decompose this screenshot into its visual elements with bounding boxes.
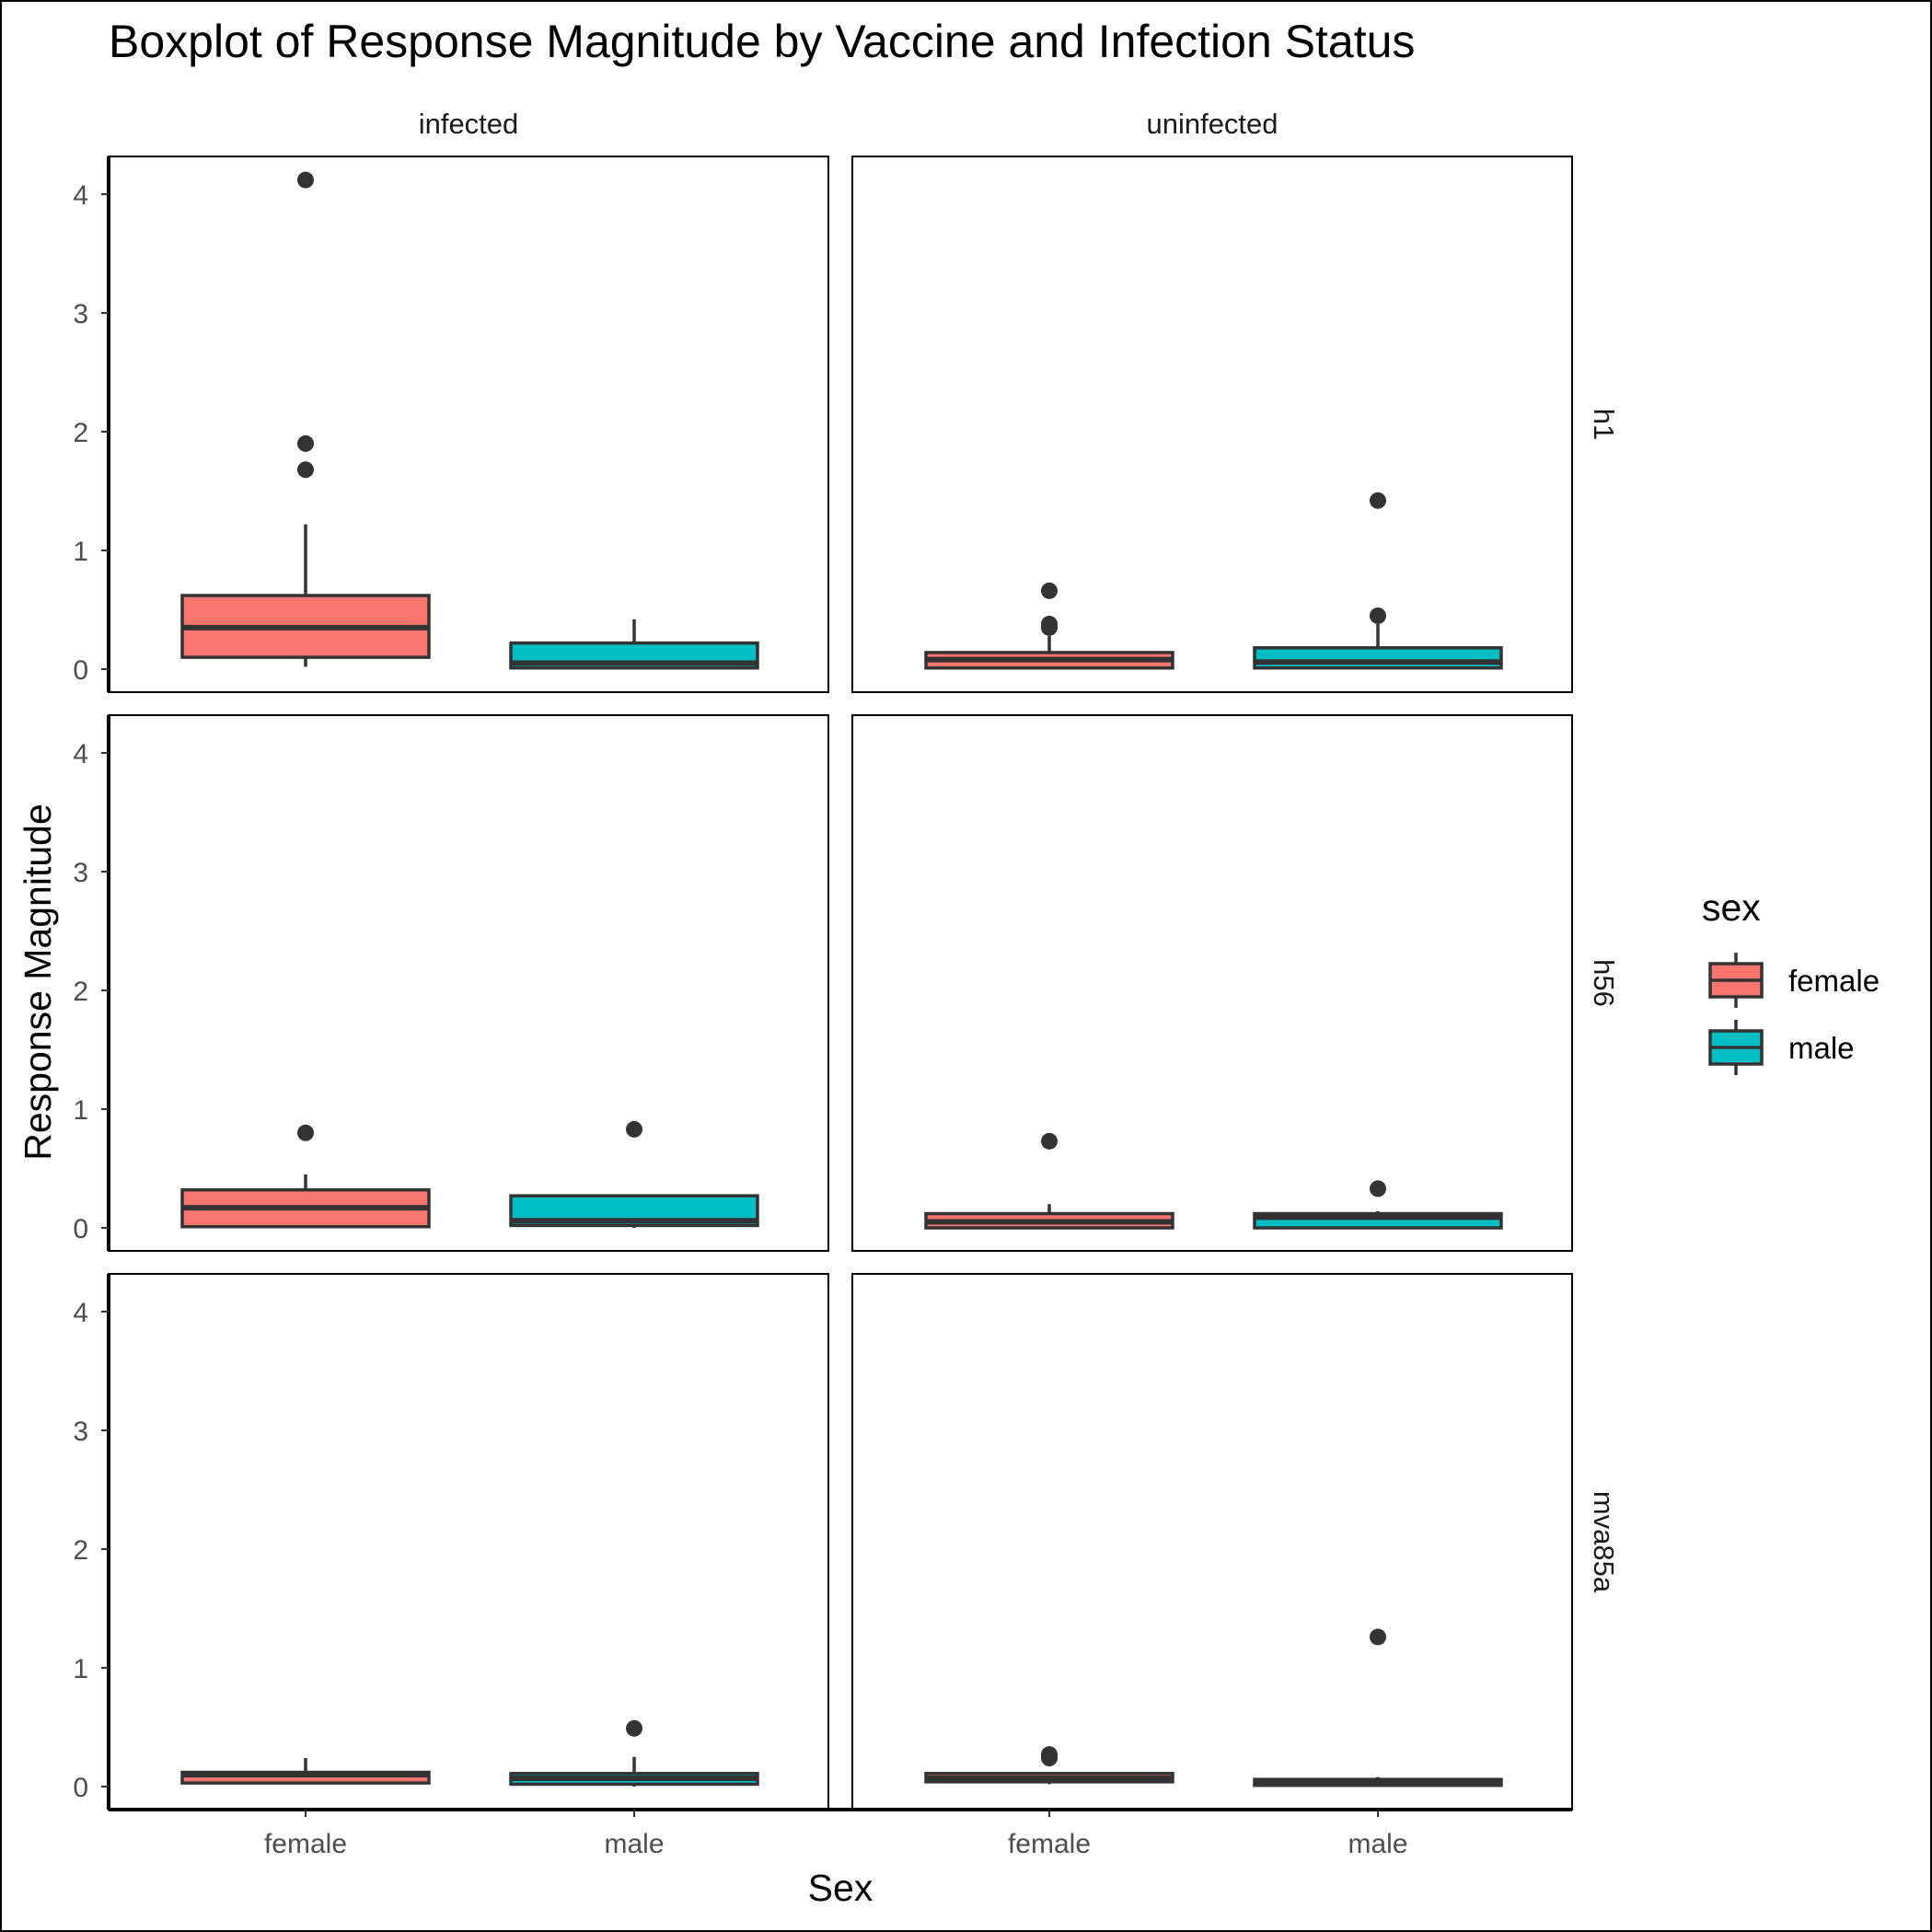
boxplot-h1-uninfected-female	[924, 582, 1174, 670]
outlier-point	[297, 461, 314, 479]
strip-label-infected: infected	[419, 108, 519, 140]
outlier-point	[1370, 492, 1386, 509]
outlier-point	[297, 1124, 314, 1141]
boxplot-h56-infected-female	[180, 1124, 431, 1229]
box-iqr	[1253, 646, 1503, 670]
outlier-point	[1370, 607, 1386, 624]
boxplot-h1-uninfected-male	[1253, 492, 1503, 670]
boxplot-h56-uninfected-female	[924, 1132, 1174, 1230]
y-tick-label: 4	[73, 180, 88, 211]
boxplot-mva85a-uninfected-female	[924, 1746, 1174, 1785]
x-tick-label-female: female	[1008, 1829, 1091, 1859]
legend: sex female male	[1702, 886, 1880, 1075]
y-tick-label: 2	[73, 1535, 88, 1566]
y-tick-label: 0	[73, 1214, 88, 1244]
boxplot-mva85a-infected-male	[509, 1719, 759, 1787]
y-tick-label: 2	[73, 418, 88, 448]
legend-label-male: male	[1788, 1031, 1855, 1065]
strip-label-h56: h56	[1588, 959, 1620, 1007]
boxplot-h1-infected-female	[180, 171, 431, 667]
outlier-point	[1041, 582, 1058, 599]
boxplot-h56-uninfected-male	[1253, 1180, 1503, 1230]
outlier-point	[1041, 615, 1058, 632]
panel-frame-h56-uninfected	[851, 714, 1573, 1252]
strip-label-uninfected: uninfected	[1146, 108, 1278, 140]
y-tick-label: 4	[73, 1298, 88, 1328]
chart-title: Boxplot of Response Magnitude by Vaccine…	[109, 16, 1415, 67]
outlier-point	[626, 1120, 642, 1138]
y-tick-label: 1	[73, 1095, 88, 1126]
x-tick-label-female: female	[264, 1829, 347, 1859]
y-tick-label: 3	[73, 858, 88, 888]
legend-entry-male: male	[1708, 1020, 1855, 1075]
x-tick-label-male: male	[604, 1829, 664, 1859]
outlier-point	[1041, 1132, 1058, 1150]
outlier-point	[1370, 1180, 1386, 1197]
outlier-point	[297, 434, 314, 452]
x-tick-label-male: male	[1348, 1829, 1407, 1859]
strip-label-mva85a: mva85a	[1588, 1491, 1620, 1593]
legend-label-female: female	[1788, 964, 1880, 998]
y-axis-title: Response Magnitude	[17, 804, 59, 1160]
panels-layer: infected uninfected h1 h56 mva85a 0 1 2 3 4 0 1 2 3 4 0…	[73, 108, 1620, 1859]
boxplot-mva85a-uninfected-male	[1253, 1628, 1503, 1787]
boxplot-h1-infected-male	[509, 619, 759, 670]
outlier-point	[1041, 1746, 1058, 1764]
outlier-point	[626, 1719, 642, 1737]
y-tick-label: 0	[73, 1773, 88, 1803]
y-tick-label: 2	[73, 977, 88, 1007]
x-axis-title: Sex	[808, 1867, 873, 1909]
y-tick-label: 1	[73, 1654, 88, 1684]
y-tick-label: 3	[73, 1417, 88, 1447]
y-tick-label: 0	[73, 655, 88, 686]
y-tick-label: 1	[73, 537, 88, 567]
boxplot-mva85a-infected-female	[180, 1758, 431, 1785]
panel-frame-h1-uninfected	[851, 156, 1573, 693]
y-tick-label: 3	[73, 299, 88, 330]
strip-label-h1: h1	[1588, 409, 1620, 440]
boxplot-h56-infected-male	[509, 1120, 759, 1228]
outlier-point	[1370, 1628, 1386, 1646]
y-tick-label: 4	[73, 739, 88, 769]
outlier-point	[297, 171, 314, 189]
legend-entry-female: female	[1708, 953, 1880, 1008]
legend-title: sex	[1702, 886, 1761, 929]
